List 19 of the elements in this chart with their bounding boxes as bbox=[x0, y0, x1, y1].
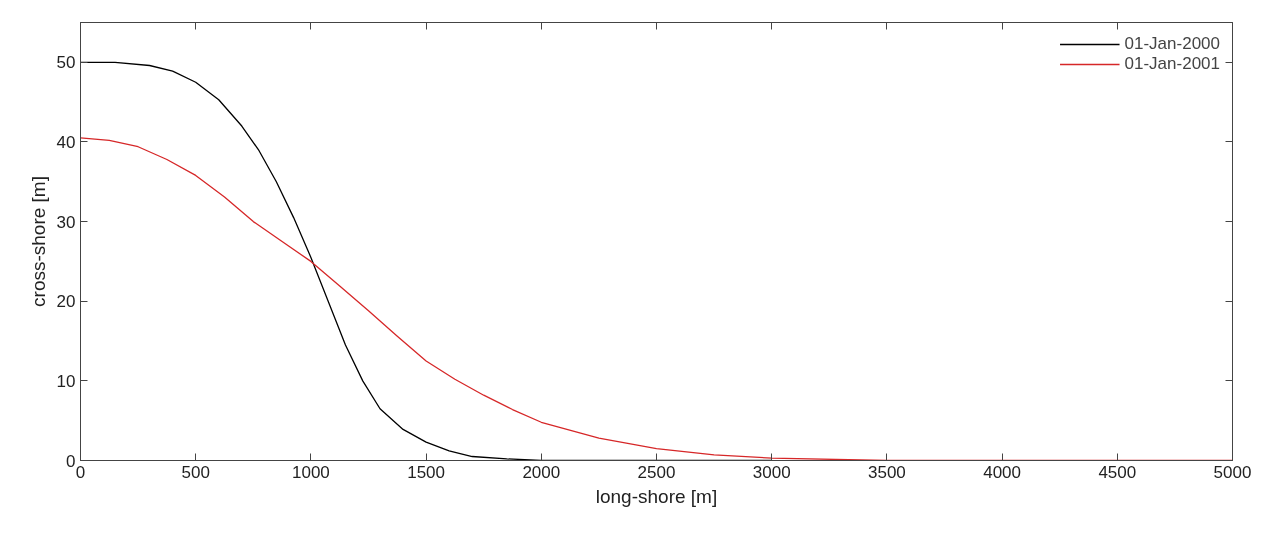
y-tick-label: 50 bbox=[56, 53, 76, 73]
y-tick-label: 20 bbox=[56, 292, 76, 312]
x-tick-label: 1500 bbox=[407, 462, 446, 482]
x-tick-label: 3000 bbox=[752, 462, 791, 482]
x-tick-label: 2000 bbox=[522, 462, 561, 482]
y-tick-label: 40 bbox=[56, 132, 76, 152]
x-tick-label: 4000 bbox=[983, 462, 1022, 482]
y-axis-title: cross-shore [m] bbox=[27, 176, 49, 307]
legend-label: 01-Jan-2001 bbox=[1124, 54, 1220, 74]
x-tick-label: 500 bbox=[181, 462, 210, 482]
x-axis-title: long-shore [m] bbox=[595, 485, 718, 507]
x-tick-label: 1000 bbox=[291, 462, 330, 482]
y-tick-label: 10 bbox=[56, 371, 76, 391]
x-tick-label: 5000 bbox=[1213, 462, 1252, 482]
legend-label: 01-Jan-2000 bbox=[1124, 34, 1220, 54]
x-tick-label: 4500 bbox=[1098, 462, 1137, 482]
x-tick-label: 3500 bbox=[867, 462, 906, 482]
x-tick-label: 2500 bbox=[637, 462, 676, 482]
y-tick-label: 30 bbox=[56, 212, 76, 232]
